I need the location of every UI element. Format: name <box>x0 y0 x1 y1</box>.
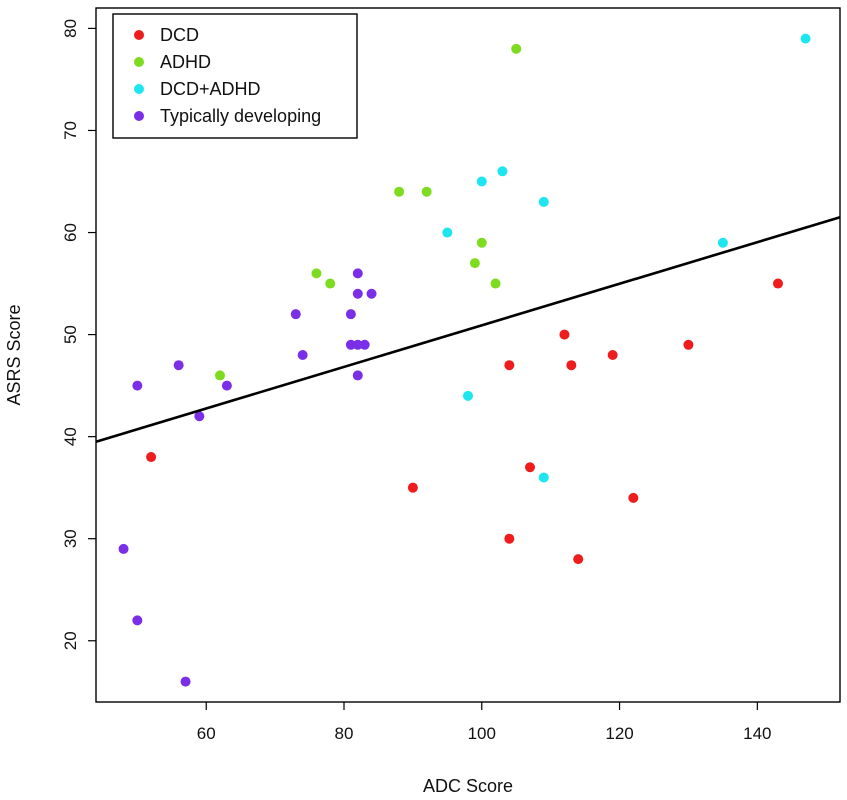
legend-label-adhd: ADHD <box>160 52 211 72</box>
point-typically-developing <box>221 380 232 391</box>
x-tick-label: 140 <box>743 724 771 743</box>
point-dcd-adhd <box>497 166 508 177</box>
point-adhd <box>394 186 405 197</box>
point-dcd <box>607 350 618 360</box>
point-typically-developing <box>366 288 377 299</box>
point-adhd <box>490 278 501 289</box>
data-points <box>118 33 811 687</box>
y-tick-label: 50 <box>61 325 80 344</box>
x-axis-title: ADC Score <box>423 776 513 796</box>
point-dcd-adhd <box>538 196 549 207</box>
point-dcd-adhd <box>463 390 473 401</box>
point-typically-developing <box>345 309 356 320</box>
point-dcd-adhd <box>442 227 453 238</box>
legend-marker-dcd <box>134 30 144 40</box>
legend-marker-adhd <box>134 57 144 67</box>
point-dcd <box>407 482 418 493</box>
point-typically-developing <box>352 288 363 299</box>
point-typically-developing <box>118 543 129 554</box>
point-typically-developing <box>180 676 191 687</box>
point-dcd <box>559 329 570 340</box>
point-typically-developing <box>132 615 143 626</box>
legend-label-dcd: DCD <box>160 25 199 45</box>
point-dcd <box>525 462 535 473</box>
y-tick-label: 30 <box>61 529 80 548</box>
regression-line-layer <box>95 215 841 443</box>
x-tick-label: 100 <box>468 724 496 743</box>
point-adhd <box>421 186 432 197</box>
point-typically-developing <box>297 350 308 360</box>
point-dcd <box>146 452 157 463</box>
point-typically-developing <box>290 309 301 320</box>
y-tick-label: 70 <box>61 121 80 140</box>
point-adhd <box>511 43 522 54</box>
legend-marker-dcd-adhd <box>134 84 144 94</box>
legend: DCD ADHD DCD+ADHD Typically developing <box>112 13 358 139</box>
plot-frame <box>95 7 841 703</box>
x-axis: 60 80 100 120 140 <box>197 702 772 743</box>
point-dcd-adhd <box>538 472 549 483</box>
legend-label-dcd-adhd: DCD+ADHD <box>160 79 261 99</box>
point-adhd <box>469 258 480 269</box>
regression-line <box>95 215 841 443</box>
legend-marker-typically-developing <box>134 111 144 121</box>
point-dcd <box>573 554 584 565</box>
point-dcd <box>566 360 577 371</box>
point-dcd <box>773 278 783 289</box>
point-dcd <box>504 360 515 371</box>
point-typically-developing <box>359 339 370 350</box>
x-tick-label: 60 <box>197 724 216 743</box>
point-dcd-adhd <box>800 33 811 44</box>
point-dcd-adhd <box>717 237 728 248</box>
y-axis-title: ASRS Score <box>4 304 24 405</box>
point-typically-developing <box>352 268 363 279</box>
legend-label-typically-developing: Typically developing <box>160 106 321 126</box>
point-typically-developing <box>194 411 205 422</box>
point-typically-developing <box>352 370 363 381</box>
point-typically-developing <box>345 339 356 350</box>
point-adhd <box>476 237 487 248</box>
point-adhd <box>215 370 225 381</box>
point-dcd <box>504 533 515 544</box>
x-tick-label: 80 <box>335 724 354 743</box>
y-tick-label: 40 <box>61 427 80 446</box>
legend-box <box>112 13 358 139</box>
y-tick-label: 20 <box>61 631 80 650</box>
point-adhd <box>311 268 322 279</box>
point-adhd <box>325 278 336 289</box>
point-typically-developing <box>173 360 184 371</box>
y-tick-label: 60 <box>61 223 80 242</box>
point-dcd-adhd <box>476 176 487 187</box>
y-axis: 20 30 40 50 60 70 80 <box>61 19 96 650</box>
point-dcd <box>683 339 694 350</box>
y-tick-label: 80 <box>61 19 80 38</box>
x-tick-label: 120 <box>605 724 633 743</box>
point-typically-developing <box>352 339 363 350</box>
point-dcd <box>628 492 639 503</box>
point-typically-developing <box>132 380 143 391</box>
